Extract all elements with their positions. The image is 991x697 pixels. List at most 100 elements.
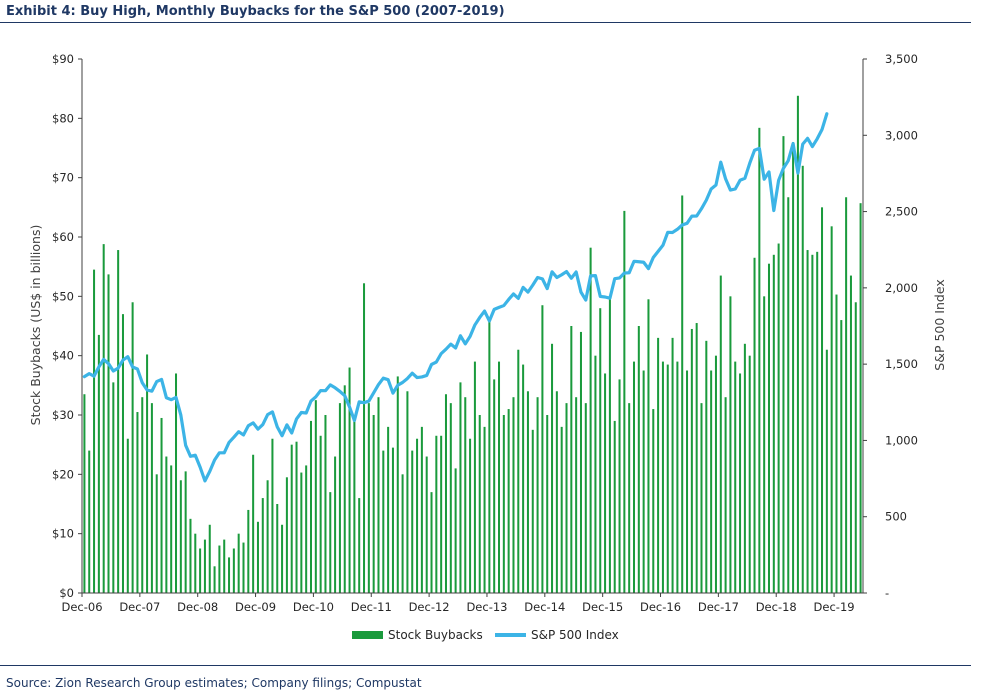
buyback-bar [189, 518, 192, 593]
buyback-bar [845, 197, 848, 593]
buyback-bar [816, 251, 819, 593]
buyback-bar [324, 415, 327, 593]
x-tick-label: Dec-17 [698, 600, 739, 614]
buyback-bar [160, 417, 163, 593]
buyback-bar [175, 373, 178, 593]
source-rule [0, 665, 971, 666]
buyback-bar [343, 385, 346, 593]
buyback-bar [724, 397, 727, 593]
buyback-bar [743, 343, 746, 593]
y2-tick-label: 500 [885, 510, 907, 524]
buyback-bar [767, 263, 770, 593]
buyback-bar [758, 127, 761, 593]
buyback-bar [806, 250, 809, 594]
buyback-bar [681, 195, 684, 593]
x-tick-label: Dec-13 [466, 600, 507, 614]
buyback-bar [686, 370, 689, 593]
buyback-bar [459, 382, 462, 593]
buyback-bar [97, 334, 100, 593]
buyback-bar [348, 367, 351, 593]
buyback-bar [565, 403, 568, 593]
buyback-bar [748, 355, 751, 593]
buyback-bar [739, 373, 742, 593]
buyback-bar [821, 207, 824, 593]
buyback-bar [454, 468, 457, 593]
buyback-bar [546, 415, 549, 593]
buyback-bar [329, 492, 332, 593]
buyback-bar [734, 361, 737, 593]
buyback-bar [363, 283, 366, 593]
buyback-bar [502, 415, 505, 593]
y-tick-label: $70 [52, 171, 74, 185]
buyback-bar [281, 524, 284, 593]
y2-tick-label: 2,500 [885, 205, 918, 219]
buyback-bar [657, 337, 660, 593]
legend-line-label: S&P 500 Index [531, 628, 619, 642]
buyback-bar [777, 243, 780, 593]
buyback-bar [787, 197, 790, 593]
buyback-bar [690, 328, 693, 593]
buyback-bar [252, 454, 255, 593]
buyback-bar [478, 415, 481, 593]
buyback-bar [435, 435, 438, 593]
buyback-bar [208, 524, 211, 593]
buyback-bar [382, 450, 385, 593]
buyback-bar [271, 438, 274, 593]
buyback-bar [430, 492, 433, 593]
buyback-bar [695, 323, 698, 593]
buyback-bar [555, 391, 558, 593]
x-tick-label: Dec-07 [119, 600, 160, 614]
x-tick-label: Dec-06 [61, 600, 102, 614]
buyback-bar [223, 539, 226, 593]
buyback-bar [247, 509, 250, 593]
buyback-bar [469, 438, 472, 593]
buyback-bar [618, 379, 621, 593]
buyback-bar [131, 302, 134, 593]
y2-tick-label: 1,500 [885, 357, 918, 371]
buyback-bar [387, 426, 390, 593]
buyback-bar [112, 382, 115, 593]
buyback-bar [714, 355, 717, 593]
y-tick-label: $0 [59, 586, 74, 600]
buyback-bar [83, 394, 86, 593]
buyback-bar [710, 370, 713, 593]
buyback-bar [594, 355, 597, 593]
buyback-bar [367, 403, 370, 593]
buyback-bar [440, 435, 443, 593]
buyback-bar [796, 95, 799, 593]
buyback-bar [88, 450, 91, 593]
buyback-bar [599, 308, 602, 593]
buyback-bar [854, 302, 857, 593]
buyback-bar [121, 314, 124, 593]
buyback-bar [406, 391, 409, 593]
buyback-bar [372, 415, 375, 593]
buyback-bar [676, 361, 679, 593]
buyback-bar [570, 326, 573, 593]
buyback-bar [464, 397, 467, 593]
buyback-bar [194, 533, 197, 593]
buyback-bar [391, 447, 394, 593]
buyback-bar [218, 545, 221, 593]
buyback-bar [729, 296, 732, 593]
buyback-bar [589, 247, 592, 593]
buyback-bar [647, 299, 650, 593]
legend: Stock Buybacks S&P 500 Index [352, 628, 619, 642]
x-tick-label: Dec-18 [756, 600, 797, 614]
legend-bars-label: Stock Buybacks [388, 628, 483, 642]
title-rule [0, 22, 971, 23]
y-tick-label: $80 [52, 111, 74, 125]
y2-tick-label: 2,000 [885, 281, 918, 295]
x-tick-label: Dec-15 [582, 600, 623, 614]
buyback-bar [541, 305, 544, 593]
y2-tick-label: - [885, 586, 889, 600]
buyback-bar [213, 566, 216, 593]
buyback-bar [522, 364, 525, 593]
buyback-bar [150, 403, 153, 593]
y-tick-label: $20 [52, 467, 74, 481]
buyback-bar [840, 320, 843, 593]
buyback-bar [396, 376, 399, 593]
buyback-bar [488, 317, 491, 593]
y-axis-label: Stock Buybacks (US$ in billions) [28, 225, 43, 426]
buyback-bar [700, 403, 703, 593]
buyback-bar [493, 379, 496, 593]
